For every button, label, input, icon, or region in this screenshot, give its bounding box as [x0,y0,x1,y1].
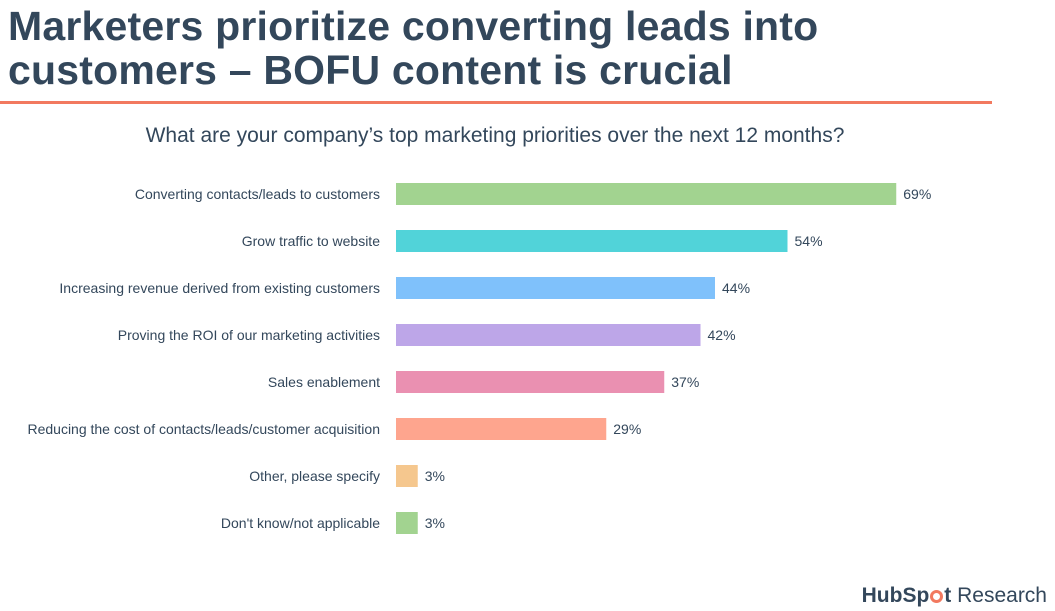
value-label: 3% [425,468,445,484]
category-label: Converting contacts/leads to customers [135,186,380,202]
bar [396,371,665,393]
value-label: 37% [671,374,699,390]
page-title: Marketers prioritize converting leads in… [8,3,819,93]
category-label: Increasing revenue derived from existing… [59,280,380,296]
category-label: Other, please specify [249,468,380,484]
category-label: Proving the ROI of our marketing activit… [118,327,380,343]
chart-title: What are your company’s top marketing pr… [145,124,845,147]
title-divider [0,101,992,104]
value-label: 29% [613,421,641,437]
value-label: 3% [425,515,445,531]
value-label: 54% [795,233,823,249]
category-label: Sales enablement [268,374,380,390]
logo-brand-part2: t [944,584,952,607]
bar [396,418,607,440]
category-label: Don't know/not applicable [221,515,380,531]
bar [396,183,897,205]
hubspot-research-logo: HubSp t Research [862,584,1047,608]
logo-suffix: Research [951,584,1047,607]
bar [396,512,418,534]
bar [396,324,701,346]
value-label: 69% [903,186,931,202]
sprocket-icon [930,590,944,603]
category-label: Grow traffic to website [242,233,380,249]
category-label: Reducing the cost of contacts/leads/cust… [27,421,380,437]
bar [396,465,418,487]
bar [396,277,715,299]
bar [396,230,788,252]
logo-brand-part1: HubSp [861,584,930,607]
value-label: 44% [722,280,750,296]
value-label: 42% [708,327,736,343]
bar-chart: Converting contacts/leads to customers 69… [27,183,931,534]
